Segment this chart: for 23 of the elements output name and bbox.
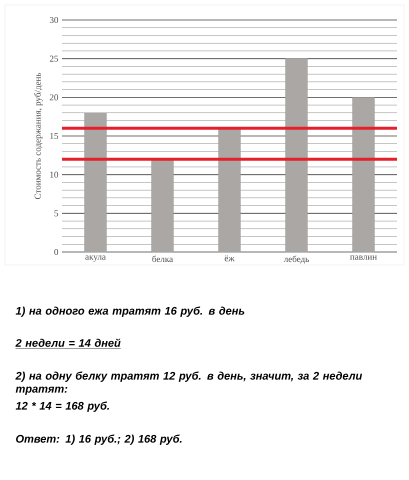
y-tick-label: 0: [54, 248, 58, 256]
y-tick-label: 5: [54, 210, 58, 216]
bar: [218, 128, 241, 252]
text: Ответ: 1) 16 руб.; 2) 168 руб.: [16, 434, 182, 445]
bar: [352, 97, 375, 252]
y-tick-label: 20: [50, 94, 58, 100]
text: 2 недели = 14 дней: [15, 338, 121, 347]
bar: [84, 112, 107, 252]
text: 1) на одного ежа тратят 16 руб. в день: [16, 306, 244, 317]
y-tick-label: 30: [50, 16, 58, 24]
y-tick-label: 15: [50, 132, 58, 140]
y-axis-title: Стоимость содержания, руб/день: [34, 72, 43, 200]
x-tick-label: акула: [85, 256, 106, 262]
x-tick-label: павлин: [350, 256, 377, 260]
x-tick-label: ёж: [224, 256, 235, 262]
x-tick-label: лебедь: [284, 256, 309, 264]
y-tick-label: 25: [50, 56, 58, 62]
x-tick-label: белка: [152, 256, 173, 262]
text: 2) на одну белку тратят 12 руб. в день, значит, за 2 недели тратят:: [15, 372, 362, 395]
text: 12 * 14 = 168 руб.: [16, 402, 109, 412]
bar: [151, 159, 174, 252]
y-tick-label: 10: [50, 172, 58, 178]
bar: [285, 58, 308, 252]
